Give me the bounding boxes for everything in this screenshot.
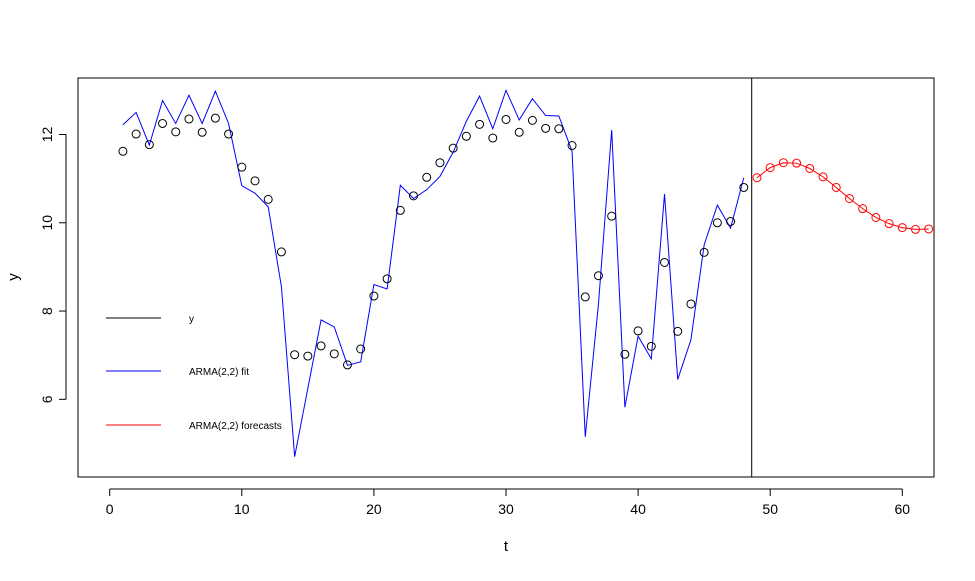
y-tick-label: 6 bbox=[39, 395, 55, 403]
observed-point bbox=[316, 341, 326, 351]
y-axis-title: y bbox=[5, 273, 22, 281]
observed-point bbox=[171, 127, 181, 137]
observed-point bbox=[409, 191, 419, 201]
y-tick-label: 8 bbox=[39, 307, 55, 315]
y-tick-label: 10 bbox=[39, 215, 55, 231]
observed-point bbox=[184, 114, 194, 124]
observed-point bbox=[197, 127, 207, 137]
x-tick-label: 60 bbox=[895, 501, 911, 517]
observed-point bbox=[131, 129, 141, 139]
observed-point bbox=[329, 349, 339, 359]
observed-point bbox=[448, 143, 458, 153]
forecast-point bbox=[765, 163, 775, 173]
forecast-point bbox=[818, 172, 828, 182]
forecast-line bbox=[756, 162, 929, 230]
observed-point bbox=[118, 146, 128, 156]
observed-point bbox=[303, 351, 313, 361]
observed-point bbox=[673, 326, 683, 336]
forecast-point bbox=[911, 224, 921, 234]
forecast-series bbox=[752, 158, 934, 234]
observed-point bbox=[475, 119, 485, 129]
x-tick-label: 50 bbox=[762, 501, 778, 517]
observed-point bbox=[395, 205, 405, 215]
forecast-point bbox=[752, 173, 762, 183]
observed-point bbox=[726, 216, 736, 226]
observed-point bbox=[488, 133, 498, 143]
observed-point bbox=[739, 182, 749, 192]
observed-point bbox=[369, 291, 379, 301]
x-tick-label: 40 bbox=[630, 501, 646, 517]
observed-point bbox=[224, 129, 234, 139]
observed-point bbox=[686, 299, 696, 309]
forecast-point bbox=[831, 182, 841, 192]
legend-label-fit: ARMA(2,2) fit bbox=[189, 367, 249, 378]
observed-point bbox=[276, 247, 286, 257]
forecast-point bbox=[805, 163, 815, 173]
observed-point bbox=[646, 341, 656, 351]
observed-point bbox=[620, 349, 630, 359]
y-tick-label: 12 bbox=[39, 126, 55, 142]
fit-line bbox=[122, 88, 745, 457]
observed-point bbox=[210, 113, 220, 123]
x-tick-label: 10 bbox=[234, 501, 250, 517]
forecast-point bbox=[778, 158, 788, 168]
observed-point bbox=[356, 344, 366, 354]
observed-point bbox=[541, 123, 551, 133]
observed-point bbox=[580, 292, 590, 302]
legend: y ARMA(2,2) fit ARMA(2,2) forecasts bbox=[106, 314, 282, 432]
x-axis: 0 10 20 30 40 50 60 bbox=[106, 488, 911, 517]
legend-label-y: y bbox=[189, 314, 194, 325]
observed-point bbox=[158, 118, 168, 128]
observed-point bbox=[237, 162, 247, 172]
x-tick-label: 30 bbox=[498, 501, 514, 517]
x-tick-label: 20 bbox=[366, 501, 382, 517]
observed-point bbox=[342, 360, 352, 370]
observed-point bbox=[593, 271, 603, 281]
forecast-point bbox=[871, 212, 881, 222]
observed-point bbox=[501, 114, 511, 124]
observed-point bbox=[607, 211, 617, 221]
observed-series bbox=[118, 113, 749, 370]
forecast-point bbox=[792, 158, 802, 168]
observed-point bbox=[712, 218, 722, 228]
x-tick-label: 0 bbox=[106, 501, 114, 517]
forecast-point bbox=[844, 193, 854, 203]
observed-point bbox=[633, 326, 643, 336]
observed-point bbox=[554, 124, 564, 134]
x-axis-title: t bbox=[504, 538, 509, 555]
observed-point bbox=[461, 131, 471, 141]
forecast-point bbox=[858, 204, 868, 214]
forecast-point bbox=[924, 224, 934, 234]
observed-point bbox=[382, 274, 392, 284]
plot-frame bbox=[77, 77, 935, 478]
observed-point bbox=[435, 158, 445, 168]
forecast-point bbox=[897, 223, 907, 233]
observed-point bbox=[514, 127, 524, 137]
forecast-point bbox=[884, 219, 894, 229]
observed-point bbox=[699, 247, 709, 257]
observed-point bbox=[422, 172, 432, 182]
observed-point bbox=[660, 257, 670, 267]
observed-point bbox=[527, 115, 537, 125]
fit-series bbox=[122, 88, 745, 457]
observed-point bbox=[250, 176, 260, 186]
observed-point bbox=[144, 140, 154, 150]
legend-label-forecast: ARMA(2,2) forecasts bbox=[189, 421, 282, 432]
observed-point bbox=[290, 350, 300, 360]
observed-point bbox=[567, 141, 577, 151]
observed-point bbox=[263, 194, 273, 204]
y-axis: 6 8 10 12 bbox=[39, 126, 67, 403]
